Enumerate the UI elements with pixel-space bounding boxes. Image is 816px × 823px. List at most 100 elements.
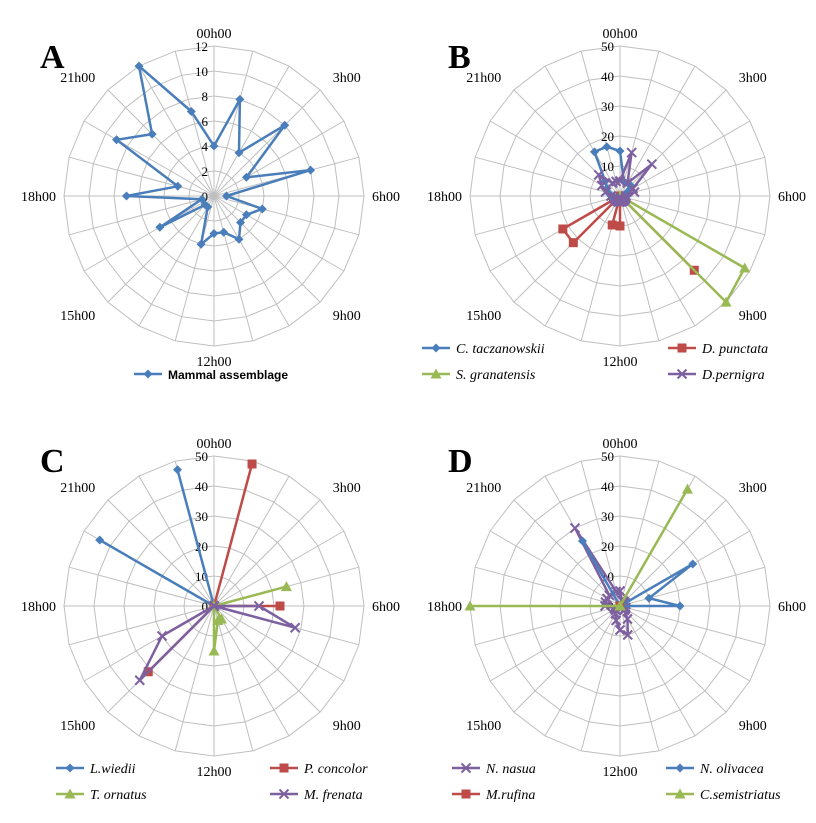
- grid-spoke: [213, 530, 345, 607]
- hour-label: 15h00: [466, 309, 501, 324]
- panel-letter: D: [448, 443, 473, 480]
- data-point: [569, 522, 581, 534]
- data-point: [688, 559, 698, 569]
- legend-label: L.wiedii: [89, 762, 136, 777]
- data-point: [222, 191, 231, 201]
- grid-spoke: [474, 605, 621, 646]
- data-point: [739, 262, 751, 273]
- grid-spoke: [107, 195, 215, 303]
- grid-spoke: [619, 65, 696, 197]
- data-point: [600, 186, 611, 198]
- grid-spoke: [213, 195, 360, 236]
- data-point: [646, 158, 658, 170]
- tick-label: 4: [202, 139, 209, 154]
- legend-marker: [143, 369, 153, 379]
- data-point: [156, 630, 168, 642]
- tick-label: 10: [195, 64, 208, 79]
- data-point: [155, 222, 165, 232]
- radar-panel-b: B0102030405000h003h006h009h0012h0015h001…: [422, 27, 806, 383]
- grid-spoke: [580, 50, 621, 197]
- data-point: [196, 239, 206, 249]
- tick-label: 30: [601, 509, 614, 524]
- legend-marker: [64, 788, 76, 799]
- data-point: [253, 600, 265, 612]
- grid-spoke: [83, 120, 215, 197]
- tick-label: 10: [601, 159, 614, 174]
- data-point: [596, 180, 608, 191]
- grid-spoke: [619, 605, 766, 646]
- data-point: [236, 218, 246, 228]
- data-point: [280, 581, 292, 592]
- hour-label: 6h00: [778, 600, 806, 615]
- data-point: [602, 142, 612, 152]
- legend-label: Mammal assemblage: [168, 368, 288, 382]
- data-point: [209, 141, 219, 151]
- data-point: [173, 181, 183, 191]
- tick-label: 40: [195, 479, 208, 494]
- hour-label: 15h00: [60, 309, 95, 324]
- grid-spoke: [174, 605, 215, 752]
- hour-label: 21h00: [60, 481, 95, 496]
- data-point: [147, 129, 157, 139]
- tick-label: 50: [601, 449, 614, 464]
- tick-label: 12: [195, 39, 208, 54]
- data-point: [122, 191, 131, 201]
- data-point: [590, 147, 599, 157]
- data-point: [219, 227, 229, 237]
- data-point: [720, 296, 732, 307]
- grid-spoke: [619, 89, 727, 197]
- tick-label: 2: [202, 164, 209, 179]
- data-point: [675, 601, 685, 611]
- hour-label: 3h00: [333, 481, 361, 496]
- legend-label: N. olivacea: [699, 762, 764, 777]
- grid-spoke: [619, 566, 766, 607]
- data-point: [275, 601, 285, 611]
- tick-label: 40: [601, 479, 614, 494]
- data-point: [112, 135, 122, 145]
- data-point: [629, 186, 640, 198]
- grid-spoke: [68, 566, 215, 607]
- grid-spoke: [513, 605, 621, 713]
- series-c-semistriatus: [464, 483, 693, 611]
- legend-marker: [674, 788, 686, 799]
- data-point: [622, 629, 633, 641]
- legend-label: M. frenata: [303, 788, 363, 803]
- data-point: [257, 204, 267, 214]
- panel-letter: B: [448, 39, 471, 76]
- grid-spoke: [138, 605, 215, 737]
- legend-label: S. granatensis: [456, 368, 536, 383]
- legend-marker: [430, 368, 442, 379]
- grid-spoke: [619, 499, 727, 607]
- grid-spoke: [213, 120, 345, 197]
- grid-spoke: [513, 499, 621, 607]
- grid-spoke: [619, 460, 660, 607]
- grid-spoke: [174, 50, 215, 197]
- grid-spoke: [213, 605, 254, 752]
- hour-label: 00h00: [197, 437, 232, 452]
- data-point: [614, 624, 626, 636]
- grid-spoke: [619, 156, 766, 197]
- grid-spoke: [107, 499, 215, 607]
- grid-spoke: [580, 460, 621, 607]
- data-point: [622, 613, 633, 625]
- legend-label: N. nasua: [485, 762, 536, 777]
- grid-spoke: [619, 120, 751, 197]
- legend: N. nasua N. olivacea M.rufina C.semistriatu…: [452, 762, 781, 803]
- legend-marker: [431, 343, 441, 353]
- grid-spoke: [619, 605, 727, 713]
- grid-spoke: [138, 65, 215, 197]
- series-line: [618, 194, 746, 304]
- data-point: [614, 600, 626, 611]
- radar-panel-c: C0102030405000h003h006h009h0012h0015h001…: [21, 437, 400, 803]
- grid-spoke: [474, 195, 621, 236]
- data-point: [173, 465, 183, 475]
- grid-spoke: [213, 195, 321, 303]
- hour-label: 00h00: [603, 437, 638, 452]
- data-point: [289, 622, 301, 633]
- grid-spoke: [138, 475, 215, 607]
- legend: Mammal assemblage: [134, 368, 288, 382]
- data-point: [95, 535, 105, 545]
- data-point: [234, 148, 244, 158]
- grid-spoke: [474, 566, 621, 607]
